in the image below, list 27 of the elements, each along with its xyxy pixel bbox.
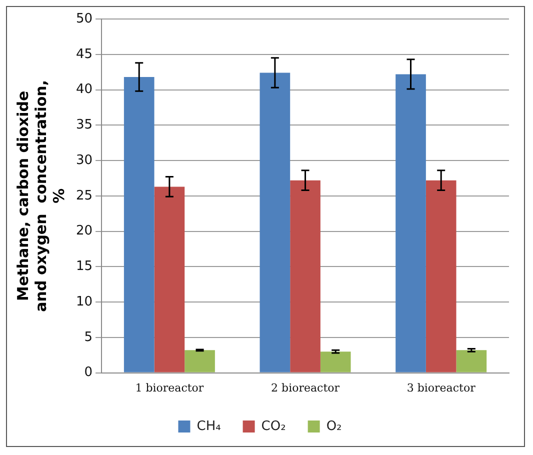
x-tick-label: 2 bioreactor [271,381,340,394]
legend-label: O₂ [326,418,342,434]
y-tick-label: 35 [76,118,93,133]
bar [456,350,487,372]
y-tick-label: 10 [76,294,93,310]
legend-label: CH₄ [196,418,221,434]
bar [396,74,426,372]
x-tick-label: 1 bioreactor [135,381,204,394]
y-tick-label: 40 [76,82,93,98]
bar [184,350,215,372]
y-tick-label: 20 [76,224,93,239]
y-tick-label: 0 [84,365,93,380]
bar [260,72,290,372]
bar [320,352,351,372]
y-tick-label: 5 [84,330,93,345]
y-tick-label: 25 [76,188,93,204]
y-tick-label: 50 [76,11,93,26]
y-tick-label: 30 [76,152,93,168]
y-axis-title: Methane, carbon dioxide and oxygen concentration, % [14,80,68,312]
x-tick-label: 3 bioreactor [406,381,476,394]
bar [124,77,154,372]
y-tick-label: 45 [76,46,93,62]
bar [426,180,456,372]
legend-label: CO₂ [261,418,286,434]
bar [154,186,185,372]
y-tick-label: 15 [76,259,93,274]
bar [290,180,320,372]
